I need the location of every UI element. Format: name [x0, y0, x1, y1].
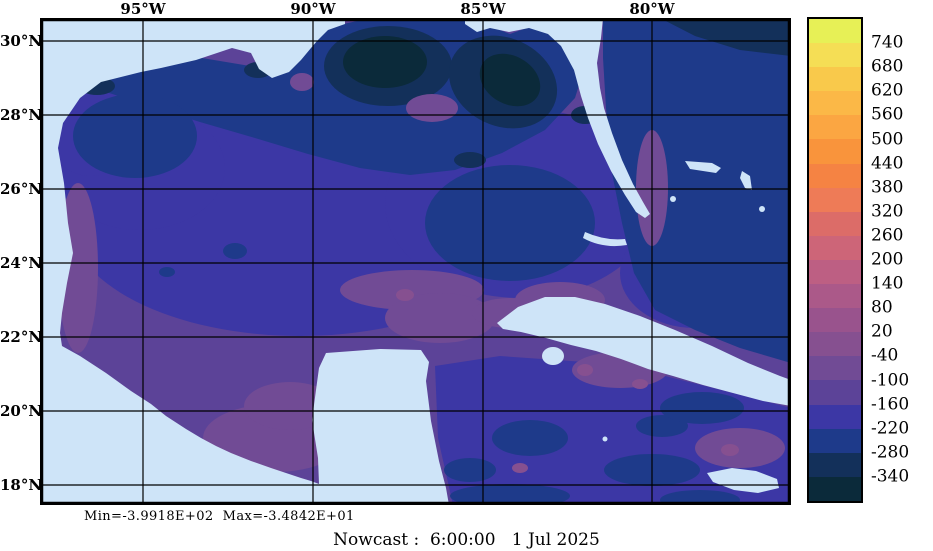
lon-tick-label: 95°W — [120, 0, 166, 18]
colorbar-tick-label: -40 — [871, 345, 899, 366]
colorbar-tick-label: 380 — [871, 177, 904, 198]
colorbar-tick-label: 320 — [871, 201, 904, 222]
colorbar-band — [809, 211, 861, 236]
colorbar-band — [809, 115, 861, 140]
colorbar-band — [809, 91, 861, 116]
land-bahamas-2 — [740, 171, 752, 190]
land-jamaica — [707, 468, 779, 493]
colorbar — [807, 17, 863, 503]
lat-tick-label: 30°N — [0, 32, 43, 50]
colorbar-tick-label: 200 — [871, 249, 904, 270]
land-cay-1 — [602, 436, 608, 442]
land-texas-mexico-yucatan — [40, 18, 449, 505]
lat-tick-label: 24°N — [0, 254, 43, 272]
sea-shading — [42, 18, 791, 505]
colorbar-tick-label: -160 — [871, 394, 910, 415]
colorbar-tick-label: -220 — [871, 418, 910, 439]
land-florida — [465, 18, 650, 218]
colorbar-band — [809, 67, 861, 92]
land-cuba — [497, 297, 791, 406]
colorbar-band — [809, 476, 861, 501]
colorbar-band — [809, 163, 861, 188]
colorbar-band — [809, 428, 861, 453]
colorbar-tick-label: 680 — [871, 56, 904, 77]
lat-tick-label: 26°N — [0, 180, 43, 198]
colorbar-band — [809, 43, 861, 68]
colorbar-band — [809, 332, 861, 357]
colorbar-tick-label: 20 — [871, 321, 893, 342]
colorbar-tick-label: 620 — [871, 80, 904, 101]
colorbar-band — [809, 259, 861, 285]
lat-tick-label: 28°N — [0, 106, 43, 124]
colorbar-tick-label: 260 — [871, 225, 904, 246]
land-bahamas-1 — [685, 161, 721, 173]
plot-border — [40, 18, 791, 505]
colorbar-tick-label: 440 — [871, 153, 904, 174]
land-bahamas-3 — [670, 196, 676, 202]
colorbar-tick-label: 500 — [871, 129, 904, 150]
colorbar-band — [809, 284, 861, 309]
minmax-annotation: Min=-3.9918E+02 Max=-3.4842E+01 — [84, 509, 355, 524]
colorbar-band — [809, 139, 861, 164]
colorbar-band — [809, 356, 861, 381]
footer-caption: Nowcast : 6:00:00 1 Jul 2025 — [333, 530, 600, 550]
colorbar-band — [809, 187, 861, 212]
land-masses — [40, 18, 791, 505]
land-isle-of-youth — [542, 347, 564, 365]
gulf-map-plot — [40, 18, 791, 505]
lon-tick-label: 85°W — [460, 0, 506, 18]
colorbar-tick-label: 140 — [871, 273, 904, 294]
colorbar-tick-label: -100 — [871, 370, 910, 391]
colorbar-band — [809, 452, 861, 477]
colorbar-tick-label: 80 — [871, 297, 893, 318]
land-bahamas-4 — [759, 206, 765, 212]
lat-tick-label: 22°N — [0, 328, 43, 346]
lon-tick-label: 80°W — [629, 0, 675, 18]
lat-tick-label: 20°N — [0, 402, 43, 420]
colorbar-band — [809, 380, 861, 405]
colorbar-tick-label: -340 — [871, 466, 910, 487]
lat-tick-label: 18°N — [0, 476, 43, 494]
land-cay-2 — [387, 471, 393, 477]
colorbar-tick-label: 560 — [871, 104, 904, 125]
land-florida-keys — [583, 232, 627, 247]
colorbar-band — [809, 404, 861, 429]
colorbar-tick-label: 740 — [871, 32, 904, 53]
graticule — [40, 18, 791, 505]
colorbar-tick-label: -280 — [871, 442, 910, 463]
colorbar-band — [809, 308, 861, 333]
lon-tick-label: 90°W — [290, 0, 336, 18]
colorbar-band — [809, 19, 861, 44]
colorbar-band — [809, 235, 861, 260]
